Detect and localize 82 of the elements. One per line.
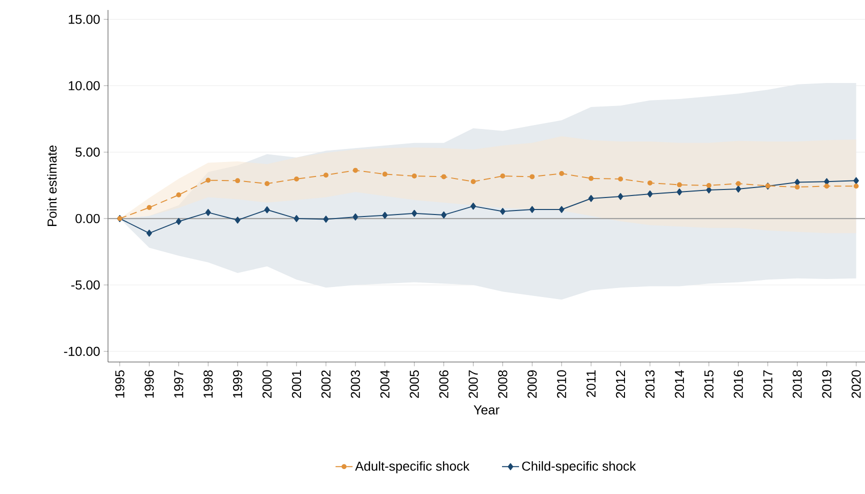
x-tick-label: 2016 <box>734 370 743 398</box>
point <box>294 215 300 222</box>
point <box>441 174 446 180</box>
x-tick-label: 2014 <box>674 370 684 398</box>
point <box>647 190 653 198</box>
x-tick-label: 1999 <box>233 370 242 398</box>
point <box>676 182 682 188</box>
point <box>264 206 270 214</box>
point <box>794 178 800 186</box>
x-tick-label: 2011 <box>586 370 596 397</box>
point <box>529 206 535 214</box>
x-tick-label: 2004 <box>380 370 390 398</box>
x-tick-label: 2005 <box>410 370 419 398</box>
point <box>146 230 152 237</box>
point <box>264 181 270 186</box>
x-axis-title: Year <box>474 405 500 414</box>
point <box>706 182 712 188</box>
x-tick-label: 2017 <box>763 370 772 398</box>
point <box>206 178 211 183</box>
y-tick-label: 15.00 <box>68 14 100 24</box>
y-tick-label: 10.00 <box>68 81 100 90</box>
point <box>618 192 624 200</box>
point <box>412 174 417 179</box>
point <box>853 177 859 184</box>
y-tick-label: 5.00 <box>76 148 100 157</box>
x-tick-label: 1998 <box>204 370 213 398</box>
x-tick-label: 2015 <box>704 370 714 398</box>
x-tick-label: 2007 <box>468 370 478 398</box>
x-tick-label: 2013 <box>645 370 655 398</box>
point <box>412 210 418 217</box>
x-tick-label: 2010 <box>557 370 566 398</box>
x-tick-label: 2002 <box>321 370 331 398</box>
point <box>235 178 240 184</box>
x-tick-label: 1995 <box>115 370 124 398</box>
legend-label: Child-specific shock <box>522 461 636 474</box>
point <box>558 206 564 214</box>
x-tick-label: 2020 <box>852 370 861 398</box>
legend-label: Adult-specific shock <box>355 461 470 474</box>
y-tick-label: -5.00 <box>71 280 100 290</box>
point <box>559 171 564 176</box>
point <box>824 184 830 189</box>
point <box>470 202 476 210</box>
x-tick-label: 2012 <box>616 370 626 398</box>
point <box>323 216 329 223</box>
x-tick-label: 2000 <box>262 370 272 398</box>
y-tick-label: -10.00 <box>64 346 100 356</box>
point <box>854 184 859 189</box>
point <box>647 180 652 186</box>
point <box>588 176 594 181</box>
point <box>676 188 682 196</box>
point <box>736 181 741 186</box>
point <box>500 174 506 179</box>
point <box>205 208 211 216</box>
y-tick-label: 0.00 <box>76 214 100 224</box>
point <box>736 186 742 193</box>
point <box>382 212 388 219</box>
point <box>146 205 152 210</box>
x-tick-label: 2019 <box>822 370 832 398</box>
point <box>234 216 240 224</box>
x-tick-label: 2008 <box>498 370 508 398</box>
point <box>352 213 358 220</box>
point <box>500 208 506 215</box>
point <box>470 179 476 184</box>
point <box>588 194 594 202</box>
point <box>176 192 182 198</box>
point <box>794 184 800 190</box>
x-tick-label: 2018 <box>792 370 802 398</box>
x-tick-label: 2006 <box>439 370 448 398</box>
point <box>352 168 358 173</box>
point <box>382 172 388 177</box>
x-tick-label: 2009 <box>528 370 537 398</box>
point <box>176 218 182 225</box>
point <box>441 211 447 218</box>
point <box>294 176 300 182</box>
point <box>323 172 328 178</box>
x-tick-label: 2003 <box>350 370 360 398</box>
point <box>530 174 535 180</box>
x-tick-label: 1996 <box>144 370 154 398</box>
x-tick-label: 1997 <box>174 370 184 398</box>
x-tick-label: 2001 <box>292 370 302 398</box>
point <box>618 176 624 182</box>
y-axis-title: Point estimate <box>47 146 57 226</box>
